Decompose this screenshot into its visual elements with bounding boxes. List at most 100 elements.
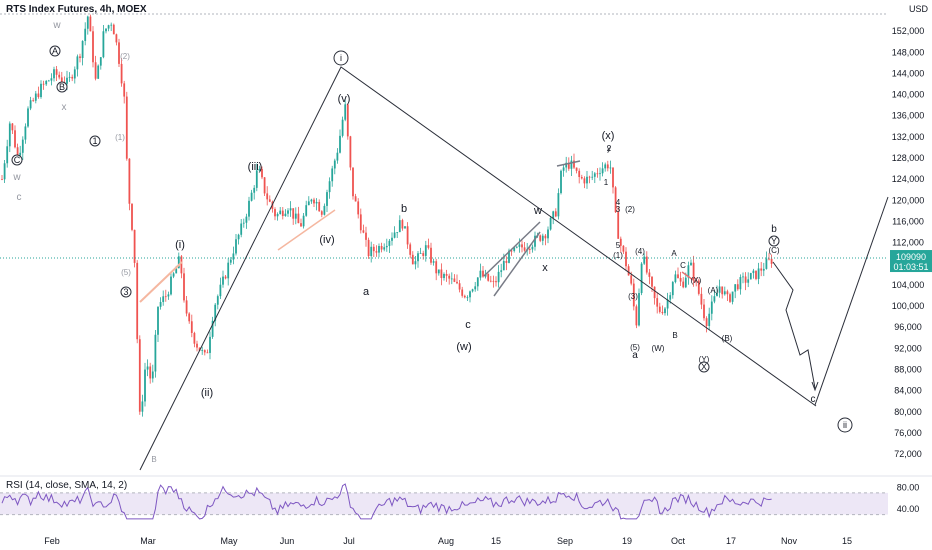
wedge-line (483, 221, 541, 277)
candle-body (128, 158, 131, 204)
wave-label-circled: ii (843, 420, 847, 430)
candle-body (552, 211, 555, 218)
candle-body (320, 211, 323, 215)
candle-body (162, 296, 165, 303)
candle-body (736, 284, 739, 290)
candle-body (16, 147, 19, 156)
candle-body (167, 294, 170, 297)
candle-body (250, 192, 253, 201)
candle-body (619, 238, 622, 246)
candle-body (346, 104, 349, 137)
candle-body (471, 289, 474, 292)
candle-body (164, 296, 167, 298)
candle-body (248, 200, 250, 217)
wave-label-circled: C (14, 155, 21, 165)
candle-body (718, 286, 721, 293)
wave-label: (2) (625, 205, 635, 214)
candle-body (180, 256, 183, 274)
candle-body (656, 298, 659, 307)
wave-label: B (151, 455, 156, 464)
wave-label-circled-circle (837, 417, 853, 433)
candle-body (209, 336, 211, 353)
wave-label: 1 (604, 178, 609, 187)
candle-body (614, 187, 617, 213)
candle-body (263, 177, 266, 194)
candle-body (289, 208, 292, 211)
candle-body (742, 276, 744, 278)
candle-body (300, 223, 302, 227)
candle-body (674, 274, 677, 283)
candle-body (601, 168, 604, 174)
y-tick-label: 120,000 (892, 195, 925, 205)
candle-body (456, 281, 458, 284)
candle-body (645, 256, 648, 273)
wave-label: c (465, 319, 471, 331)
candle-body (583, 178, 586, 184)
candle-body (276, 213, 279, 217)
candle-body (419, 253, 422, 254)
candle-body (118, 42, 120, 64)
candle-body (154, 334, 157, 372)
candle-body (687, 265, 690, 278)
candle-body (638, 293, 640, 326)
candle-body (557, 193, 560, 217)
candle-body (661, 311, 664, 314)
candle-body (417, 253, 419, 262)
candle-body (1, 179, 3, 180)
candle-body (729, 294, 731, 302)
candle-body (157, 306, 159, 335)
candle-body (570, 160, 573, 169)
candle-body (53, 69, 55, 79)
wedge-line (493, 231, 541, 297)
candle-body (315, 201, 318, 204)
candle-body (747, 279, 750, 283)
candle-body (588, 176, 591, 178)
channel-line (556, 160, 581, 167)
wave-i-lines (139, 66, 817, 471)
x-tick-label: Nov (781, 536, 798, 546)
candle-body (528, 249, 531, 250)
candle-body (463, 295, 466, 298)
candle-body (622, 245, 625, 252)
x-tick-label: Sep (557, 536, 573, 546)
candle-body (274, 209, 276, 217)
wave-label: (Y) (699, 355, 710, 364)
candle-body (24, 126, 27, 140)
wave-label: x (542, 262, 548, 274)
candle-body (461, 289, 464, 296)
candle-body (81, 40, 84, 59)
candle-body (177, 256, 180, 269)
y-tick-label: 148,000 (892, 47, 925, 57)
candle-body (307, 201, 310, 206)
x-tick-label: Mar (140, 536, 156, 546)
candle-body (310, 199, 313, 202)
x-tick-label: Oct (671, 536, 686, 546)
candle-body (357, 201, 360, 215)
wave-label-circled-circle (56, 81, 68, 93)
wave-label: (1) (613, 251, 623, 260)
y-tick-label: 140,000 (892, 90, 925, 100)
wave-label: w (533, 205, 542, 217)
candle-body (102, 31, 105, 58)
candle-body (643, 256, 646, 264)
candle-body (21, 139, 24, 153)
candle-body (359, 214, 362, 231)
candle-body (679, 277, 682, 282)
candle-body (68, 76, 71, 78)
wave-label: (v) (338, 93, 351, 105)
x-tick-label: Aug (438, 536, 454, 546)
candle-body (227, 262, 230, 279)
candle-body (58, 74, 61, 78)
candle-body (466, 297, 469, 299)
candle-body (474, 286, 477, 290)
candle-body (292, 208, 295, 219)
candle-body (723, 291, 726, 295)
x-tick-label: 15 (842, 536, 852, 546)
candle-body (586, 176, 588, 184)
candle-body (768, 258, 770, 260)
candle-body (73, 69, 76, 79)
wave-label-circled: A (52, 46, 58, 56)
candle-body (739, 277, 742, 290)
candle-body (110, 24, 113, 26)
